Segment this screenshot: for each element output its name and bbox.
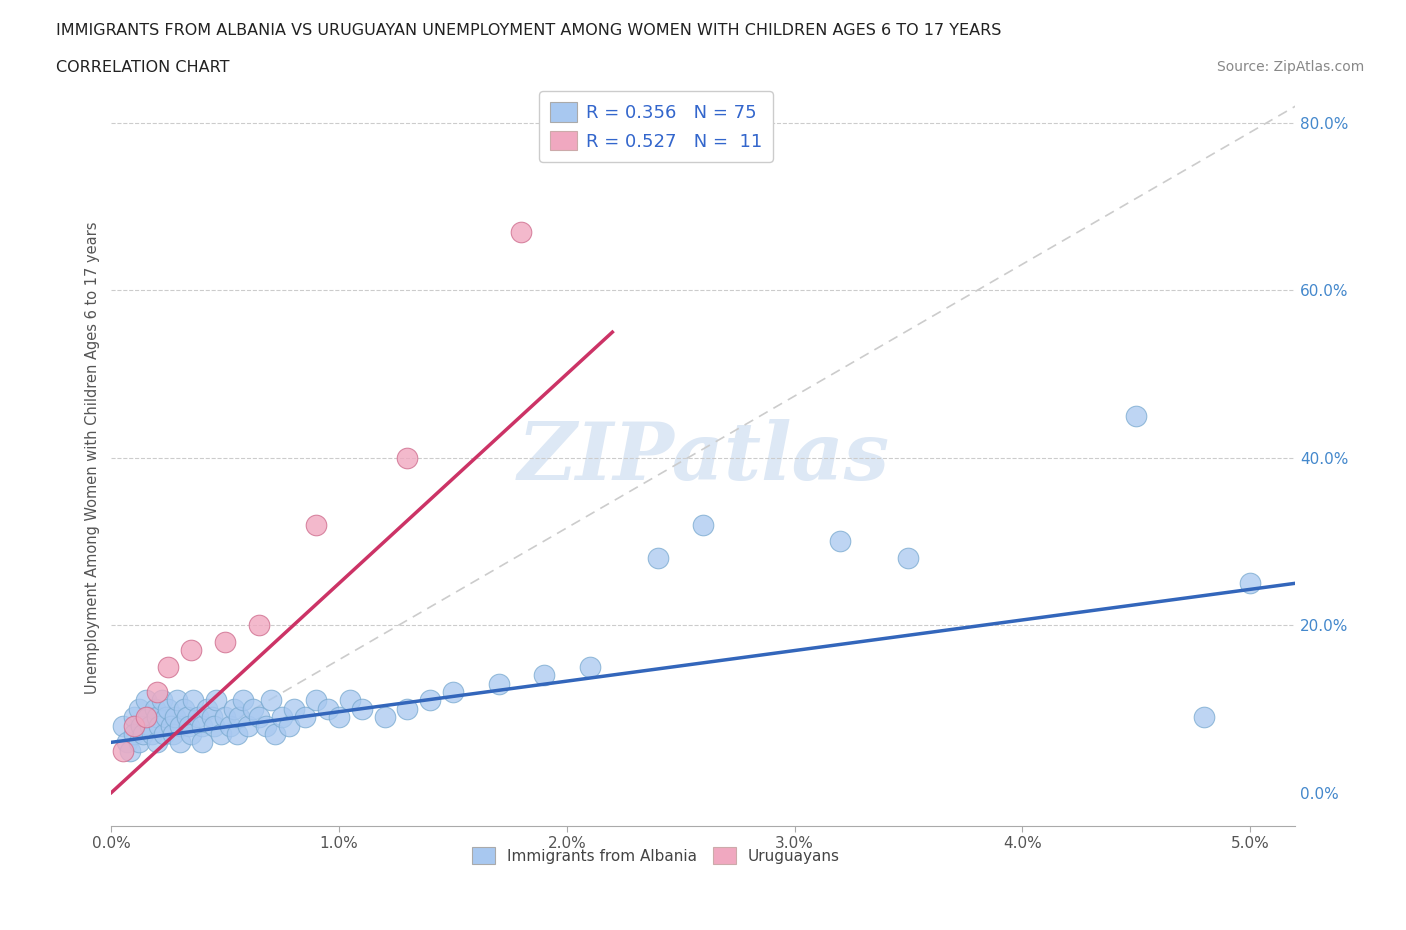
Point — [316, 701, 339, 716]
Text: CORRELATION CHART: CORRELATION CHART — [56, 60, 229, 75]
Point — [339, 693, 361, 708]
Point — [180, 726, 202, 741]
Point — [122, 726, 145, 741]
Point — [209, 726, 232, 741]
Point — [117, 735, 139, 750]
Point — [214, 710, 236, 724]
Point — [111, 718, 134, 733]
Point — [242, 701, 264, 716]
Point — [122, 718, 145, 733]
Point — [146, 684, 169, 699]
Point — [260, 693, 283, 708]
Point — [146, 735, 169, 750]
Point — [128, 735, 150, 750]
Point — [187, 710, 209, 724]
Point — [271, 710, 294, 724]
Point — [183, 693, 205, 708]
Point — [1125, 408, 1147, 423]
Point — [533, 668, 555, 683]
Point — [157, 659, 180, 674]
Point — [128, 701, 150, 716]
Point — [264, 726, 287, 741]
Point — [294, 710, 316, 724]
Point — [177, 718, 200, 733]
Point — [111, 743, 134, 758]
Point — [191, 735, 214, 750]
Point — [419, 693, 441, 708]
Point — [152, 726, 174, 741]
Point — [283, 701, 305, 716]
Text: Source: ZipAtlas.com: Source: ZipAtlas.com — [1216, 60, 1364, 74]
Point — [249, 618, 271, 632]
Point — [165, 710, 187, 724]
Point — [202, 718, 225, 733]
Point — [396, 450, 419, 465]
Point — [143, 701, 166, 716]
Point — [305, 517, 328, 532]
Point — [897, 551, 920, 565]
Point — [139, 718, 162, 733]
Point — [214, 634, 236, 649]
Point — [173, 701, 195, 716]
Point — [224, 701, 246, 716]
Point — [157, 701, 180, 716]
Point — [150, 693, 173, 708]
Point — [166, 693, 188, 708]
Legend: Immigrants from Albania, Uruguayans: Immigrants from Albania, Uruguayans — [467, 841, 846, 870]
Point — [1194, 710, 1216, 724]
Point — [328, 710, 350, 724]
Point — [510, 224, 533, 239]
Point — [169, 735, 191, 750]
Point — [141, 726, 163, 741]
Point — [136, 710, 159, 724]
Point — [228, 710, 250, 724]
Point — [135, 710, 157, 724]
Text: ZIPatlas: ZIPatlas — [517, 418, 890, 497]
Point — [148, 718, 170, 733]
Point — [146, 710, 169, 724]
Point — [249, 710, 271, 724]
Point — [692, 517, 714, 532]
Point — [180, 643, 202, 658]
Point — [159, 718, 181, 733]
Point — [374, 710, 396, 724]
Point — [441, 684, 464, 699]
Point — [236, 718, 259, 733]
Point — [1239, 576, 1261, 591]
Point — [132, 726, 155, 741]
Point — [578, 659, 600, 674]
Point — [647, 551, 669, 565]
Point — [350, 701, 373, 716]
Text: IMMIGRANTS FROM ALBANIA VS URUGUAYAN UNEMPLOYMENT AMONG WOMEN WITH CHILDREN AGES: IMMIGRANTS FROM ALBANIA VS URUGUAYAN UNE… — [56, 23, 1001, 38]
Point — [305, 693, 328, 708]
Point — [225, 726, 247, 741]
Point — [218, 718, 240, 733]
Point — [254, 718, 277, 733]
Point — [195, 701, 218, 716]
Y-axis label: Unemployment Among Women with Children Ages 6 to 17 years: Unemployment Among Women with Children A… — [86, 221, 100, 694]
Point — [278, 718, 301, 733]
Point — [162, 726, 184, 741]
Point — [155, 710, 177, 724]
Point — [828, 534, 851, 549]
Point — [129, 718, 152, 733]
Point — [396, 701, 419, 716]
Point — [122, 710, 145, 724]
Point — [135, 693, 157, 708]
Point — [191, 718, 214, 733]
Point — [200, 710, 222, 724]
Point — [232, 693, 254, 708]
Point — [205, 693, 228, 708]
Point — [118, 743, 141, 758]
Point — [176, 710, 198, 724]
Point — [169, 718, 191, 733]
Point — [488, 676, 510, 691]
